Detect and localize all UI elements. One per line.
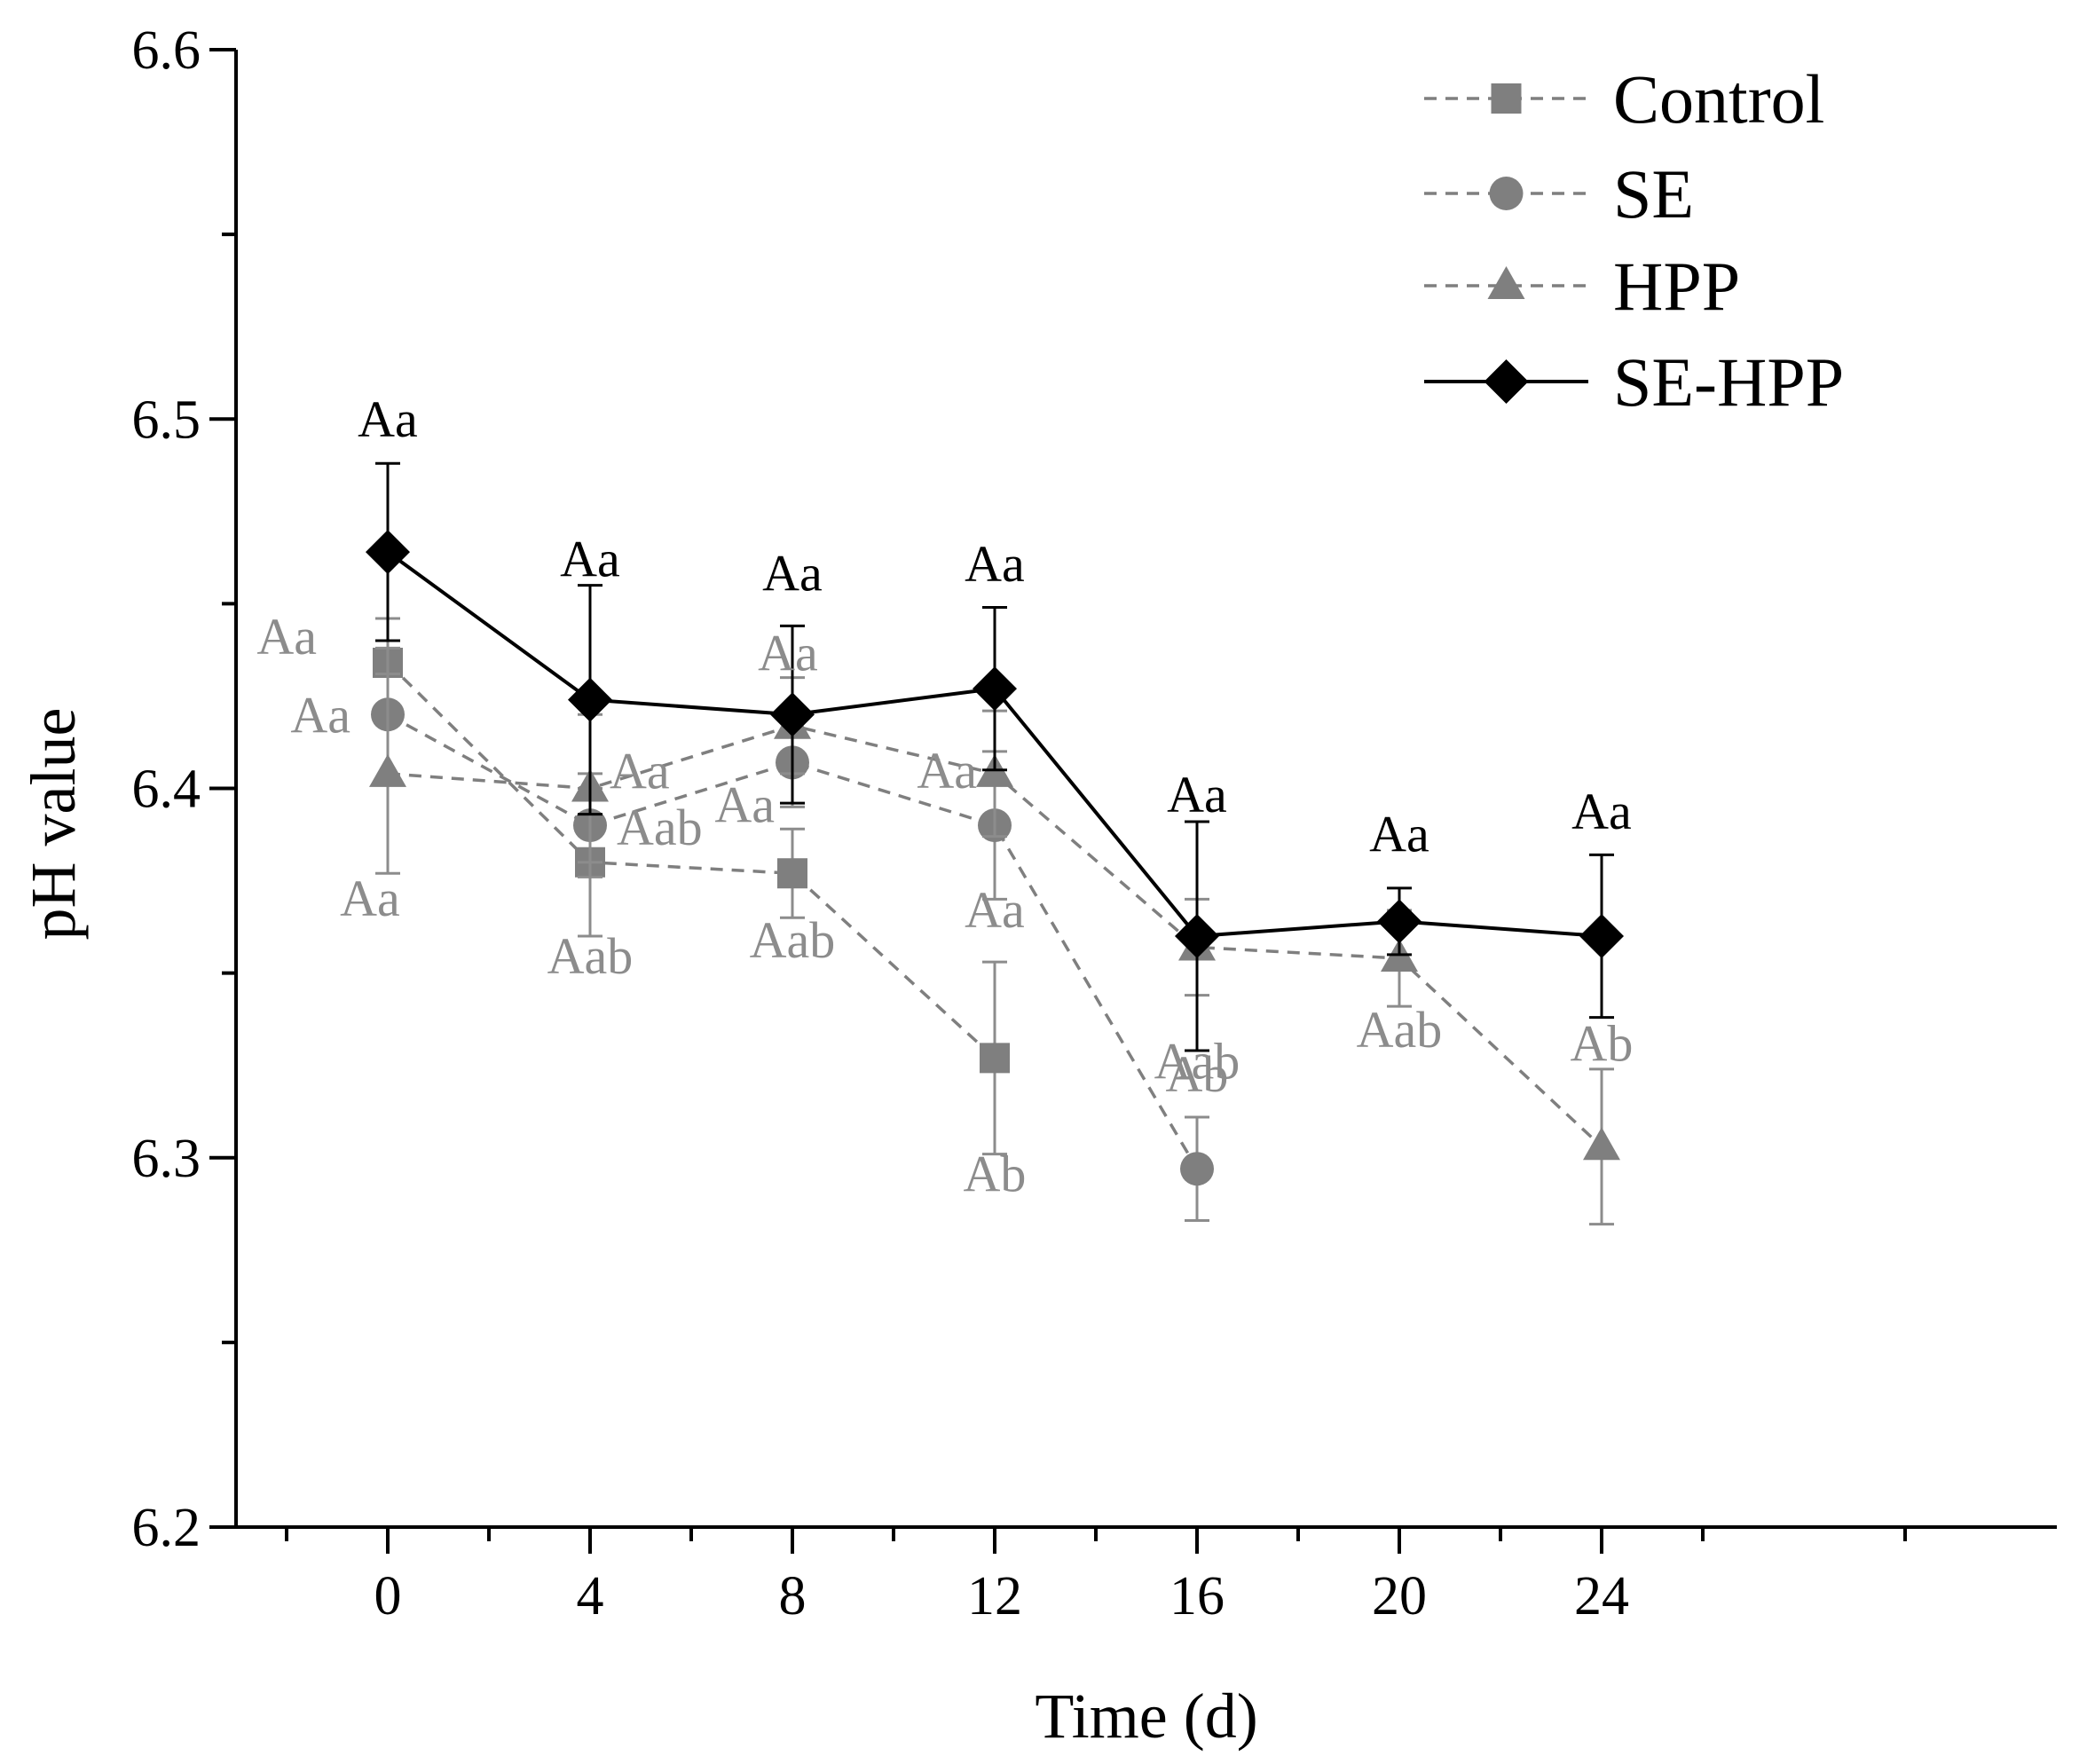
data-point	[369, 753, 406, 787]
legend-marker	[1491, 83, 1522, 114]
x-tick-label: 4	[577, 1566, 604, 1626]
annotation-label: Aa	[965, 881, 1025, 939]
annotation-label: Aa	[917, 742, 977, 799]
annotation-label: Aab	[547, 927, 634, 985]
annotation-label: Aa	[762, 544, 823, 602]
data-point	[568, 677, 612, 722]
data-point	[770, 692, 815, 737]
data-point	[1175, 914, 1219, 958]
y-tick-label: 6.6	[132, 20, 201, 81]
series-line	[386, 661, 996, 1059]
x-tick-label: 16	[1170, 1566, 1225, 1626]
data-point	[777, 858, 807, 889]
annotation-label: Aa	[965, 535, 1025, 593]
x-tick-label: 8	[779, 1566, 807, 1626]
annotation-label: Aa	[290, 686, 350, 744]
annotation-label: Aab	[1154, 1032, 1240, 1090]
annotation-label: Ab	[1571, 1014, 1634, 1072]
series-line	[387, 713, 1199, 1170]
y-tick-label: 6.3	[132, 1129, 201, 1189]
legend-item-se-hpp: SE-HPP	[1424, 343, 1844, 421]
data-point	[973, 666, 1017, 712]
legend-marker	[1487, 266, 1525, 299]
annotation-label: Aab	[1357, 1001, 1443, 1059]
data-point	[1377, 899, 1422, 944]
annotation-label: Aa	[340, 870, 400, 927]
legend-label: SE	[1613, 155, 1694, 232]
annotation-label: Aab	[617, 799, 703, 856]
x-tick-label: 20	[1372, 1566, 1427, 1626]
annotation-label: Aa	[1167, 766, 1227, 823]
data-point	[1579, 914, 1624, 958]
annotation-label: Ab	[1166, 1045, 1229, 1103]
data-point	[1583, 1127, 1620, 1161]
x-tick-label: 0	[374, 1566, 402, 1626]
legend-label: HPP	[1613, 248, 1740, 325]
annotation-label: Aa	[610, 743, 670, 800]
annotation-label: Aab	[750, 911, 836, 969]
x-tick-label: 24	[1574, 1566, 1629, 1626]
annotation-label: Aa	[1369, 805, 1429, 862]
annotation-label: Aa	[560, 531, 620, 588]
annotation-label: Aa	[1571, 783, 1632, 840]
data-point	[1180, 1152, 1214, 1186]
data-point	[980, 1043, 1010, 1074]
series-se-hpp	[366, 461, 1624, 1052]
y-tick-label: 6.5	[132, 390, 201, 450]
x-tick-label: 12	[967, 1566, 1022, 1626]
annotation-label: Aa	[256, 608, 317, 665]
annotation-label: Ab	[964, 1145, 1027, 1202]
data-point	[366, 530, 410, 575]
legend-marker	[1489, 177, 1524, 210]
plot-area	[366, 461, 1624, 1226]
legend-marker	[1484, 359, 1529, 404]
legend: Control SE HPP SE-HPP	[1424, 60, 1844, 421]
y-tick-label: 6.4	[132, 760, 201, 820]
legend-label: SE-HPP	[1613, 343, 1844, 421]
x-axis-title: Time (d)	[1035, 1681, 1257, 1752]
y-axis-title: pH value	[18, 708, 89, 941]
legend-item-hpp: HPP	[1424, 248, 1740, 325]
annotation-label: Aa	[358, 390, 418, 448]
y-tick-label: 6.2	[132, 1498, 201, 1558]
axes: 6.2 6.3 6.4 6.5 6.6 0 4 8 12 16 20 24	[132, 20, 2057, 1626]
legend-label: Control	[1613, 60, 1824, 138]
annotation-label: Aa	[758, 625, 818, 682]
legend-item-se: SE	[1424, 155, 1694, 232]
annotation-label: Aa	[714, 776, 775, 833]
legend-item-control: Control	[1424, 60, 1824, 138]
